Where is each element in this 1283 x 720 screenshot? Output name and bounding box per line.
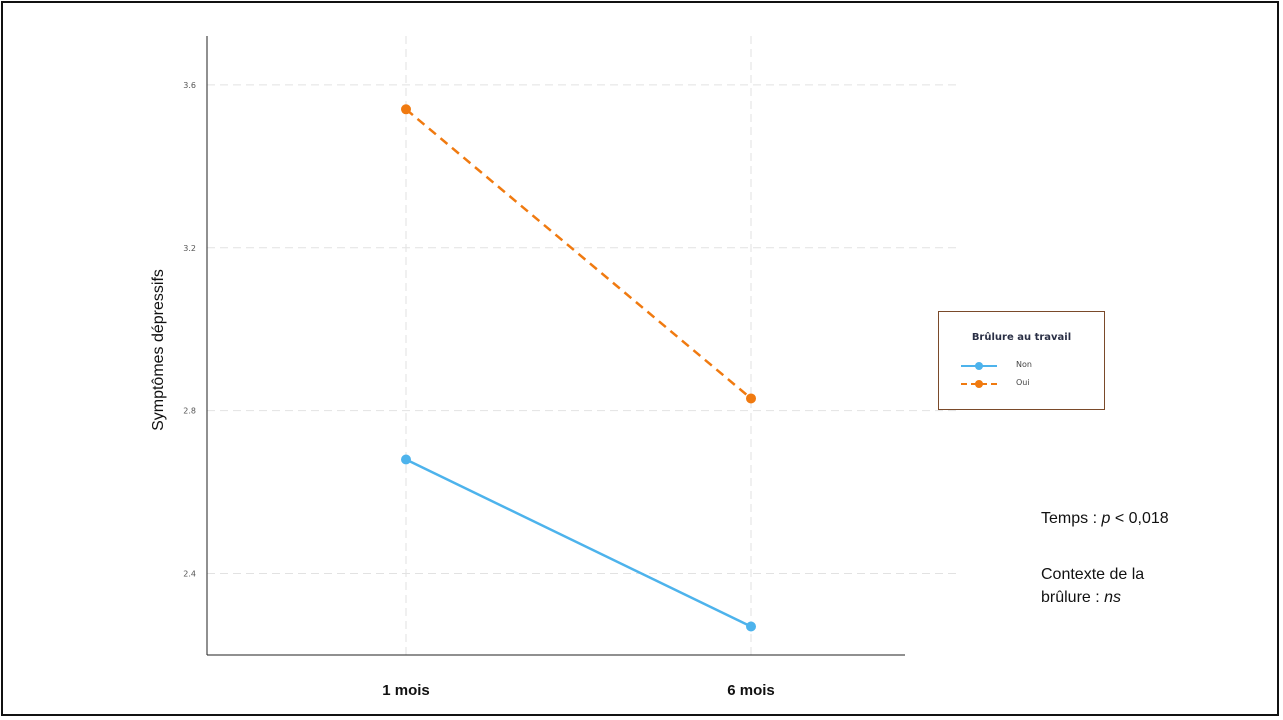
temps-prefix: Temps : (1041, 510, 1102, 527)
x-tick-label: 1 mois (382, 682, 430, 699)
y-tick-label: 3.6 (183, 81, 196, 90)
data-point-oui (401, 104, 411, 115)
legend-item-oui: Oui (959, 377, 1099, 391)
y-tick-labels: 2.4 2.8 3.2 3.6 (183, 81, 196, 579)
grid-layer (207, 36, 958, 655)
temps-annotation: Temps : p < 0,018 (1041, 507, 1169, 530)
y-tick-label: 3.2 (183, 244, 196, 253)
legend: Brûlure au travail Non Oui (938, 311, 1105, 410)
contexte-ns: ns (1104, 589, 1122, 606)
legend-label-non: Non (1016, 360, 1032, 369)
temps-value: < 0,018 (1110, 510, 1169, 527)
contexte-annotation: Contexte de la brûlure : ns (1041, 563, 1144, 609)
data-point-non (746, 621, 756, 632)
series-line-non (405, 458, 752, 628)
y-axis-title: Symptômes dépressifs (150, 269, 167, 431)
series-layer (401, 104, 756, 632)
legend-swatch-non (961, 362, 997, 370)
series-line-oui (405, 108, 752, 400)
legend-label-oui: Oui (1016, 378, 1030, 387)
legend-title: Brûlure au travail (971, 332, 1072, 343)
legend-item-non: Non (959, 359, 1099, 373)
contexte-line1: Contexte de la (1041, 566, 1145, 583)
contexte-line2: brûlure : ns (1041, 586, 1144, 609)
contexte-prefix: brûlure : (1041, 589, 1105, 606)
y-tick-label: 2.4 (183, 570, 196, 579)
legend-swatch-oui (961, 380, 997, 388)
data-point-non (401, 454, 411, 465)
data-point-oui (746, 393, 756, 404)
x-tick-label: 6 mois (727, 682, 775, 699)
x-tick-labels: 1 mois 6 mois (382, 682, 775, 699)
temps-p: p (1101, 510, 1111, 527)
y-tick-label: 2.8 (183, 407, 196, 416)
axis-layer (206, 36, 905, 656)
